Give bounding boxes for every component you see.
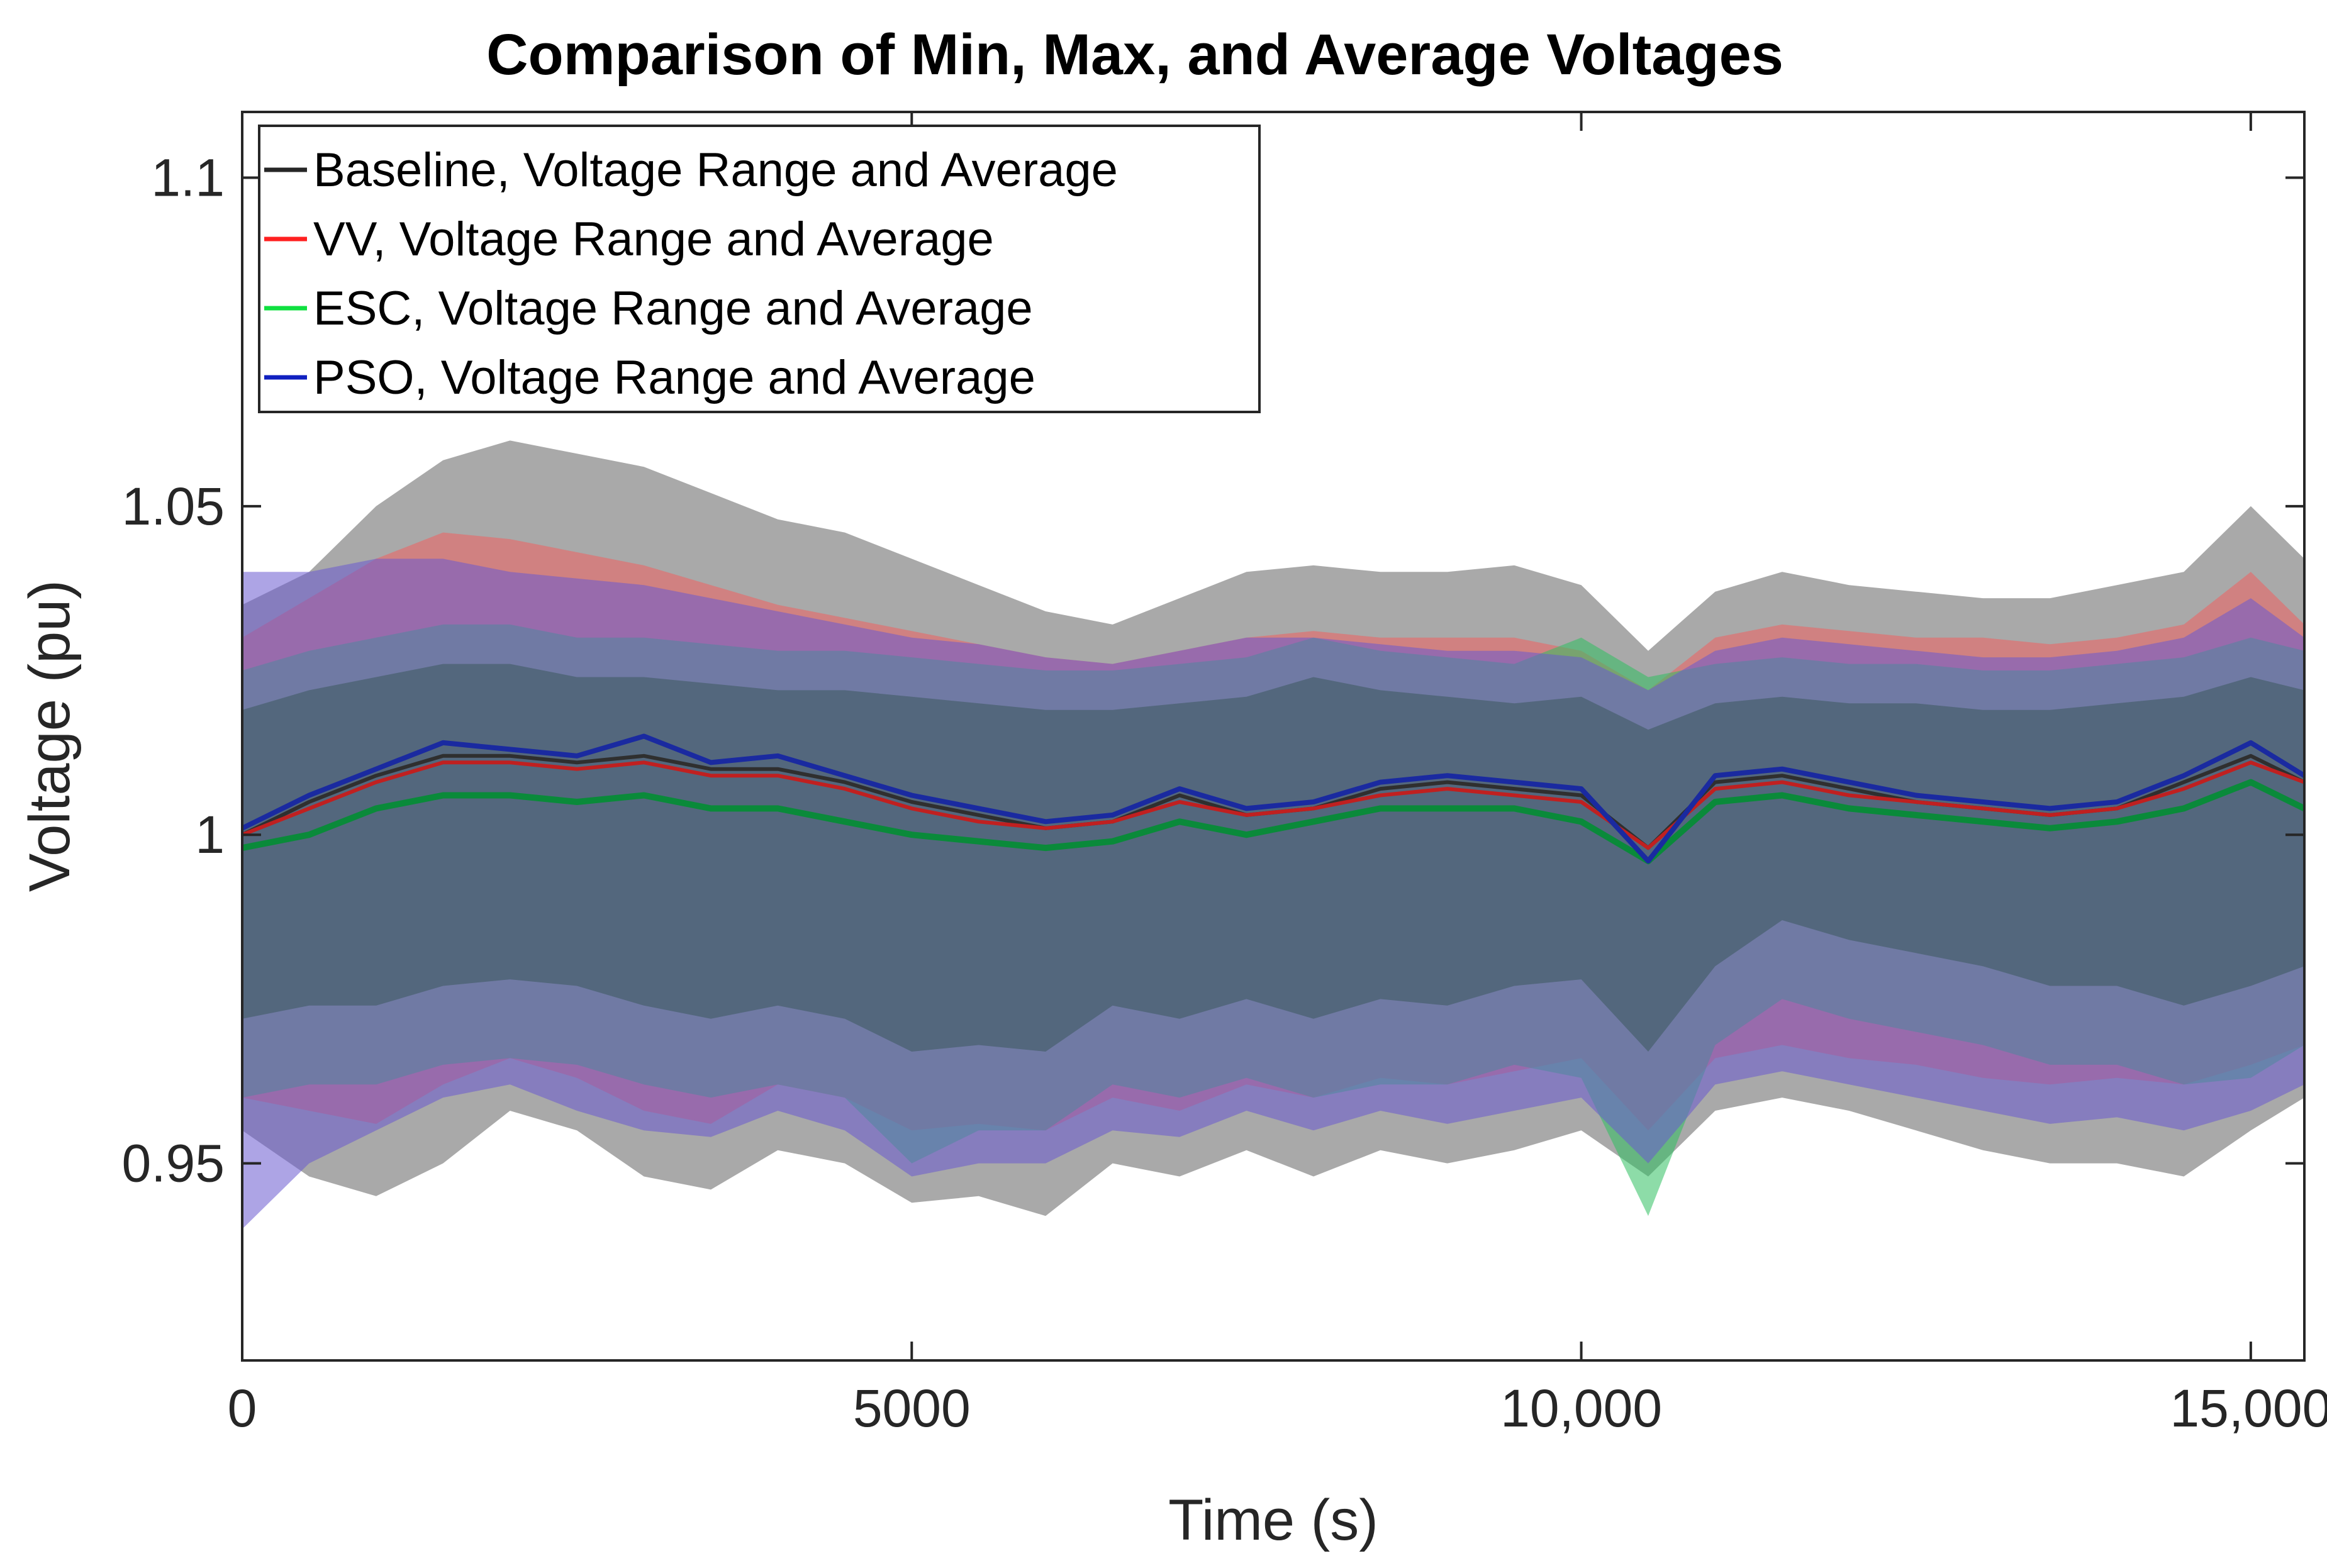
average-line-2 [242,779,2304,864]
legend-label-1: VV, Voltage Range and Average [313,213,994,266]
y-tick-label: 0.95 [122,1134,225,1193]
x-tick-label: 10,000 [1500,1379,1662,1438]
chart-title: Comparison of Min, Max, and Average Volt… [486,23,1783,87]
average-line-1 [242,760,2304,850]
plot-area-frame [241,111,2306,1362]
legend-label-3: PSO, Voltage Range and Average [313,351,1035,404]
y-tick-label: 1.1 [151,148,225,207]
legend-box [258,125,1261,413]
x-tick-label: 5000 [853,1379,971,1438]
legend-label-2: ESC, Voltage Range and Average [313,282,1033,335]
legend: Baseline, Voltage Range and Average VV, V… [258,125,1261,413]
y-axis-label: Voltage (pu) [18,580,82,892]
overlap-core-band [242,664,2304,1052]
y-tick-label: 1.05 [122,477,225,536]
x-axis-label: Time (s) [1168,1488,1378,1552]
legend-label-0: Baseline, Voltage Range and Average [313,143,1118,197]
average-line-3 [242,733,2304,864]
x-tick-label: 15,000 [2170,1379,2327,1438]
y-tick-label: 1 [195,805,225,864]
average-lines [242,733,2304,864]
x-tick-label: 0 [228,1379,257,1438]
y-axis: 0.95 1 1.05 1.1 [122,148,2304,1193]
